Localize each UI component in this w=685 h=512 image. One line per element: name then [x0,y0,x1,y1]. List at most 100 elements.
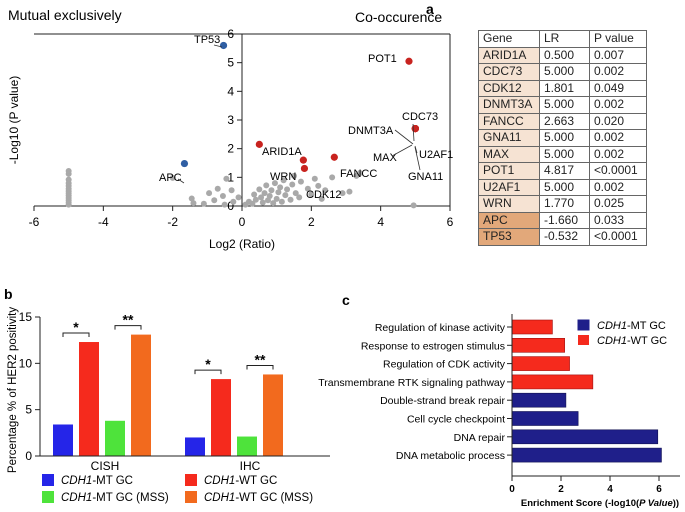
gene-table-cell-p: 0.020 [589,112,647,130]
scatter-x-tick-label: 4 [377,215,384,229]
leader-tp53 [213,44,223,48]
scatter-point-grey [251,191,258,198]
scatter-point-grey [289,181,296,188]
scatter-point-grey [292,190,299,197]
her2-significance-label: ** [123,312,134,328]
leader-cdc73 [412,123,415,142]
gene-table-row: TP53 -0.532 <0.0001 [478,228,647,246]
legend-swatch-wt [185,474,197,486]
gene-table-cell-p: 0.049 [589,79,647,97]
legend-label-mt-mss: CDH1-MT GC (MSS) [61,492,169,504]
gene-table-cell-gene: FANCC [478,112,540,130]
gene-table-cell-gene: TP53 [478,228,540,246]
scatter-point-grey [169,174,176,181]
label-tp53: TP53 [194,34,220,46]
scatter-point-grey [273,195,280,202]
gene-table-cell-lr: 1.770 [539,195,590,213]
scatter-y-tick-label: 0 [227,199,234,213]
scatter-point-grey [263,182,270,189]
label-pot1: POT1 [368,53,397,65]
gene-table-cell-lr: 2.663 [539,112,590,130]
scatter-grey-points [65,168,417,209]
scatter-point-grey [190,200,197,207]
scatter-point-grey [356,170,363,177]
her2-bar-cish-3 [131,334,151,456]
gene-table-row: U2AF1 5.000 0.002 [478,178,647,196]
her2-significance-bracket [194,369,222,375]
gene-table-cell-gene: WRN [478,195,540,213]
gene-table-cell-gene: U2AF1 [478,178,540,196]
scatter-point-grey [271,180,278,187]
gene-table-cell-gene: GNA11 [478,129,540,147]
scatter-y-tick-label: 3 [227,113,234,127]
scatter-point-grey [211,197,218,204]
gene-table-cell-lr: 5.000 [539,145,590,163]
scatter-y-tick-label: 5 [227,56,234,70]
enrichment-category-label: DNA repair [454,432,506,444]
her2-bar-ihc-1 [211,379,231,456]
enrichment-category-label: DNA metabolic process [396,450,505,462]
gene-table-cell-p: 0.002 [589,96,647,114]
scatter-y-tick-label: 4 [227,84,234,98]
legend-label-mt: CDH1-MT GC [61,475,133,487]
scatter-point-apc [180,159,189,168]
scatter-point-tp53 [219,41,228,50]
scatter-y-label: -Log10 (P value) [7,76,21,165]
scatter-point-grey [256,186,263,193]
scatter-point-grey [410,202,417,209]
scatter-point-grey [322,187,329,194]
mutual-exclusive-annotation: Mutual exclusively [8,7,122,23]
scatter-point-grey [65,176,72,183]
gene-table-cell-p: 0.007 [589,46,647,64]
her2-y-tick-label: 10 [19,356,33,370]
scatter-point-grey [223,175,230,182]
label-arid1a: ARID1A [262,146,302,158]
gene-table-cell-p: 0.033 [589,211,647,229]
gene-table-cell-lr: 4.817 [539,162,590,180]
gene-table-cell-lr: 0.500 [539,46,590,64]
gene-table-cell-p: 0.002 [589,129,647,147]
label-cdk12: CDK12 [306,189,341,201]
legend-swatch-mt-mss [42,491,54,503]
gene-table-cell-p: 0.002 [589,145,647,163]
gene-table-row: CDC73 5.000 0.002 [478,63,647,81]
gene-table-cell-gene: APC [478,211,540,229]
scatter-point-grey [228,187,235,194]
gene-table-header-p: P value [589,30,647,48]
scatter-point-fancc [330,153,338,161]
gene-table-row: FANCC 2.663 0.020 [478,112,647,130]
her2-bars [53,334,283,456]
scatter-x-tick-label: -4 [98,215,109,229]
enrichment-legend-swatch-wt [578,335,589,345]
label-apc: APC [159,172,182,184]
gene-table-header-lr: LR [539,30,590,48]
her2-bar-ihc-2 [237,436,257,456]
scatter-point-grey [304,185,311,192]
scatter-point-grey [308,191,315,198]
gene-table-header-gene: Gene [478,30,540,48]
scatter-point-grey [206,190,213,197]
scatter-point-grey [270,200,277,207]
her2-significance-bracket [114,325,142,330]
gene-table-cell-lr: 5.000 [539,129,590,147]
scatter-leader-lines [177,44,421,184]
leader-max [391,144,413,157]
enrichment-x-ticks: 0 2 4 6 [509,476,662,495]
gene-table-cell-p: <0.0001 [589,162,647,180]
her2-significance-bracket [246,364,274,370]
scatter-point-grey [280,177,287,184]
scatter-point-grey [230,198,237,205]
her2-bar-cish-1 [79,342,99,456]
scatter-point-grey [188,195,195,202]
label-wrn: WRN [270,171,296,183]
scatter-x-tick-label: 6 [447,215,454,229]
scatter-y-tick-label: 2 [227,142,234,156]
enrichment-bar-7 [511,447,662,463]
legend-label-wt: CDH1-WT GC [204,475,277,487]
label-fancc: FANCC [340,168,377,180]
gene-table-cell-lr: -0.532 [539,228,590,246]
her2-y-tick-label: 0 [25,449,32,463]
scatter-point-grey [214,185,221,192]
scatter-x-tick-label: 0 [239,215,246,229]
